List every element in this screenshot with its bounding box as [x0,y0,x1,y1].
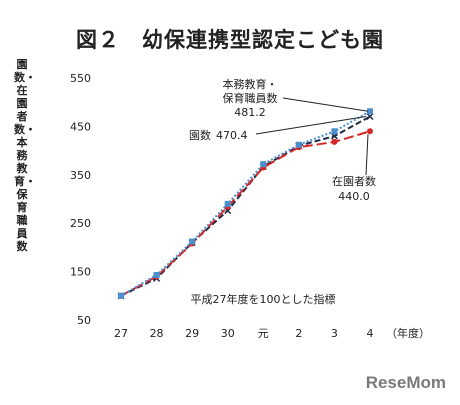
chart-axes: 50 150 250 350 450 550 27 28 29 30 元 2 3 4 [70,72,374,340]
x-tick-label: 3 [331,327,338,340]
annotation-value: 481.2 [234,106,266,119]
annotation-label: 本務教育・ [223,77,278,91]
y-tick-label: 450 [70,120,91,133]
y-tick-label: 250 [70,217,91,230]
data-point [189,238,196,245]
chart-series [117,108,374,300]
x-tick-label: 30 [221,327,235,340]
data-point [331,128,338,135]
y-tick-label: 150 [70,266,91,279]
x-tick-label: 29 [185,327,199,340]
series-line-1 [120,130,371,297]
data-point [331,138,338,145]
annotation-leader [282,97,369,112]
annotation-leader [365,134,369,176]
chart-title: 図２ 幼保連携型認定こども園 [76,28,384,52]
annotation-value: 470.4 [216,129,248,142]
x-tick-label: 元 [258,327,269,340]
data-point [153,271,160,278]
y-tick-label: 350 [70,169,91,182]
y-tick-label: 550 [70,72,91,85]
y-tick-label: 50 [77,314,91,327]
annotation-label: 園数 [189,129,211,142]
annotation-leader [255,116,367,135]
x-axis-unit: （年度） [386,326,430,340]
x-tick-label: 27 [114,327,128,340]
series-line-2 [120,110,371,297]
resemom-logo: ReseMom [365,373,446,392]
x-tick-label: 2 [295,327,302,340]
data-point [118,292,124,299]
data-point [224,200,231,207]
annotation-label: 在園者数 [332,175,376,188]
data-point [295,141,302,148]
series-line-0 [120,115,371,297]
data-point [260,161,267,168]
index-note: 平成27年度を100とした指標 [191,292,336,306]
x-tick-label: 4 [367,327,374,340]
data-point [366,112,374,121]
annotation-label: 保育職員数 [223,91,278,105]
x-tick-label: 28 [150,327,164,340]
annotation-value: 440.0 [338,190,370,203]
data-point [367,128,373,135]
data-point [367,108,373,115]
